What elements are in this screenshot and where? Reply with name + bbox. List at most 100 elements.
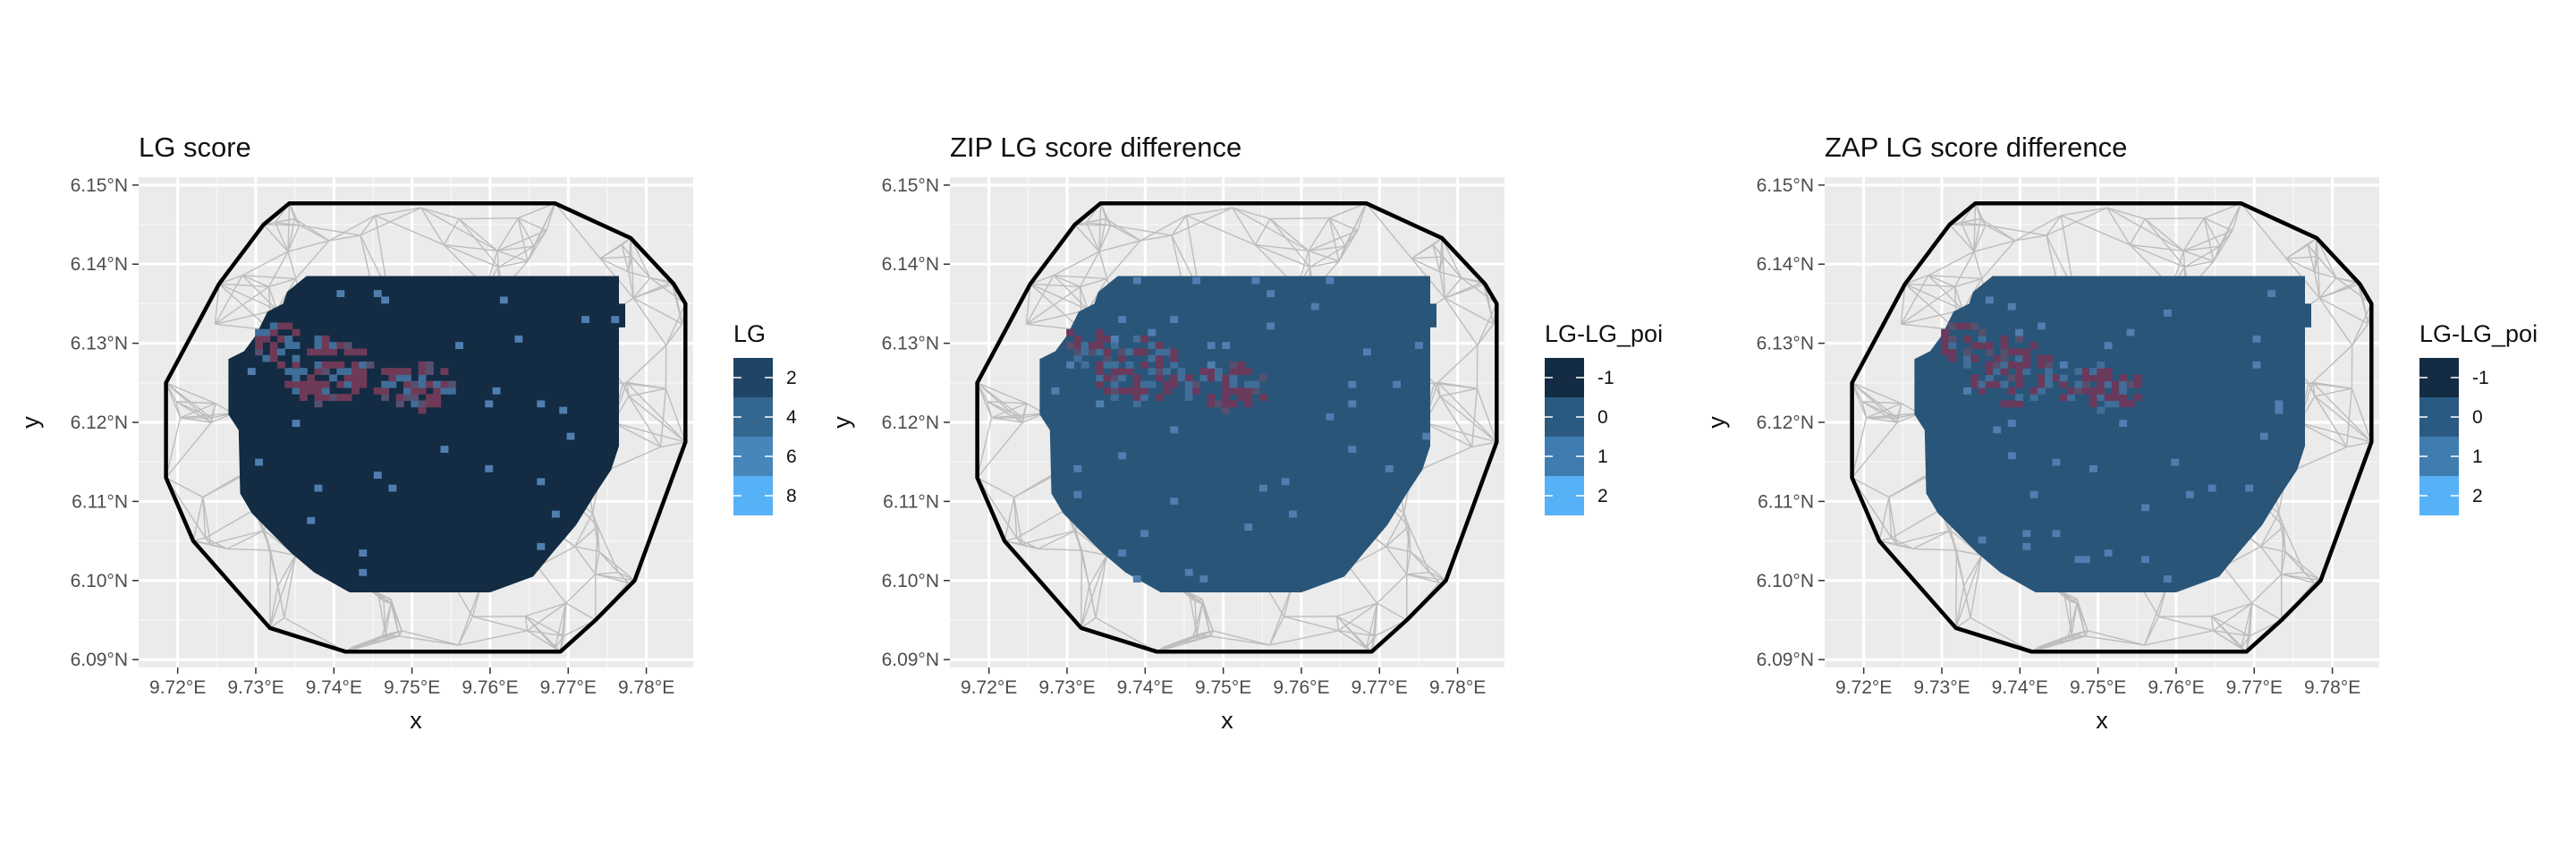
mesh-edge (2211, 616, 2248, 652)
mesh-edge (2308, 383, 2316, 397)
mesh-edge (2281, 571, 2305, 575)
raster-cell (1985, 296, 1994, 304)
mesh-edge (287, 251, 297, 279)
mesh-edge (1970, 555, 1983, 618)
mesh-edge (1106, 218, 1112, 226)
raster-cell (2267, 290, 2276, 298)
mesh-edge (1232, 207, 1256, 245)
mesh-edge (1439, 256, 1444, 273)
mesh-edge (267, 286, 278, 310)
mesh-edge (375, 215, 445, 246)
y-tick-label: 6.10°N (882, 571, 939, 591)
mesh-edge (498, 260, 529, 268)
raster-cell (1985, 374, 1994, 382)
raster-cell (343, 342, 352, 350)
mesh-edge (525, 616, 562, 652)
mesh-edge (1956, 549, 1982, 557)
raster-cell (1118, 452, 1127, 460)
raster-cell (1110, 374, 1119, 382)
mesh-edge (2357, 282, 2369, 325)
y-tick-label: 6.12°N (882, 412, 939, 433)
mesh-edge (1309, 245, 1345, 252)
legend-label: 2 (2472, 486, 2483, 506)
raster-cell (1184, 374, 1193, 382)
raster-cell (1162, 380, 1171, 388)
mesh-edge (1439, 387, 1478, 397)
mesh-edge (498, 245, 535, 268)
raster-cell (2104, 374, 2113, 382)
raster-cell (1132, 335, 1141, 343)
raster-cell (1170, 354, 1179, 362)
mesh-edge (1021, 530, 1076, 545)
mesh-edge (595, 574, 635, 582)
raster-cell (1132, 374, 1141, 382)
raster-cell (2007, 302, 2016, 310)
raster-cell (336, 368, 345, 376)
raster-cell (351, 387, 360, 395)
raster-cell (2126, 328, 2135, 336)
raster-cell (1244, 400, 1253, 408)
raster-cell (2029, 490, 2038, 498)
raster-cell (1089, 348, 1097, 356)
raster-cell (2000, 348, 2009, 356)
study-boundary (164, 200, 688, 654)
raster-cell (433, 380, 442, 388)
raster-cell (314, 368, 323, 376)
plot-area (950, 177, 1504, 668)
mesh-edge (458, 630, 528, 646)
raster-cell (2007, 452, 2016, 460)
raster-cell (1326, 276, 1335, 285)
mesh-edge (2318, 297, 2353, 346)
raster-cell (1970, 322, 1979, 330)
raster-cell (2081, 380, 2090, 388)
mesh-edge (2351, 323, 2369, 346)
mesh-edge (1013, 497, 1018, 539)
raster-cell (381, 368, 390, 376)
raster-cell (1132, 575, 1141, 583)
mesh-edge (1963, 555, 1982, 586)
mesh-edge (1079, 251, 1100, 287)
mesh-edge (554, 202, 601, 259)
mesh-edge (2281, 574, 2321, 582)
x-axis-label: x (410, 707, 422, 734)
raster-cell (1125, 387, 1134, 395)
raster-cell (321, 394, 330, 402)
x-tick-label: 9.74°E (1992, 677, 2048, 698)
raster-cell (1348, 400, 1357, 408)
mesh-edge (976, 477, 1018, 539)
raster-cell (1244, 387, 1253, 395)
mesh-edge (2203, 217, 2233, 232)
mesh-edge (1424, 421, 1497, 443)
mesh-edge (1338, 630, 1367, 649)
mesh-edge (1980, 217, 2016, 242)
mesh-edge (649, 276, 673, 284)
mesh-edge (269, 550, 272, 628)
x-tick-label: 9.75°E (1195, 677, 1251, 698)
raster-cell (292, 387, 301, 395)
mesh-edge (176, 401, 216, 404)
raster-cell (1229, 361, 1238, 369)
mesh-edge (218, 283, 277, 310)
legend: LG 2 4 6 8 (733, 320, 797, 515)
raster-cell (418, 400, 427, 408)
raster-cell (2097, 394, 2106, 402)
raster-cell (1170, 498, 1179, 505)
raster-cell (1207, 361, 1216, 369)
raster-cell (1073, 335, 1082, 343)
mesh-edge (267, 251, 289, 287)
raster-cell (1140, 348, 1148, 356)
mesh-edge (976, 417, 993, 479)
raster-cell (1199, 374, 1208, 382)
raster-cell (2045, 368, 2054, 376)
mesh-edge (390, 599, 401, 637)
raster-cell (359, 380, 368, 388)
mesh-edge (2317, 256, 2337, 278)
raster-cell (1184, 387, 1193, 395)
raster-cell (2133, 374, 2142, 382)
raster-cell (1155, 374, 1164, 382)
raster-cell (2089, 374, 2097, 382)
mesh-edge (2285, 244, 2309, 259)
raster-cell (2007, 348, 2016, 356)
raster-cell (1140, 380, 1148, 388)
mesh-edge (626, 381, 686, 443)
